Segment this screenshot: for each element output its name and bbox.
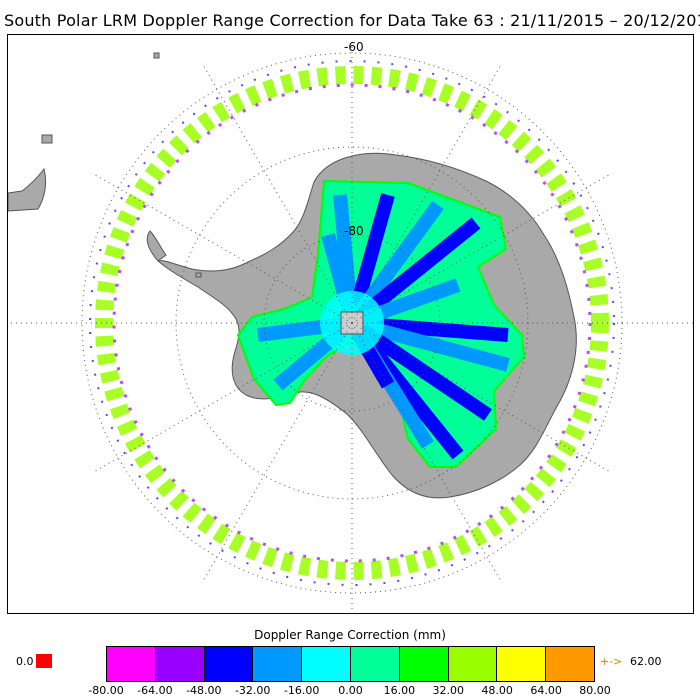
legend-tick-label: -32.00 — [234, 684, 271, 697]
south-georgia-island — [153, 52, 160, 59]
legend-color-4 — [253, 647, 303, 681]
meridian-150 — [351, 322, 503, 584]
above-range-arrow: +-> — [600, 655, 623, 668]
legend-color-1 — [107, 647, 156, 681]
map-title: South Polar LRM Doppler Range Correction… — [4, 11, 700, 30]
legend-tick-label: -64.00 — [137, 684, 173, 697]
graticule — [8, 43, 693, 613]
map-panel: -60 -80 — [7, 34, 694, 614]
meridian-300 — [91, 172, 353, 324]
legend-color-8 — [448, 647, 498, 681]
ocean-track-ring — [89, 60, 615, 586]
legend-tick-label: 0.00 — [338, 684, 363, 697]
legend-tick-label: 16.00 — [383, 684, 416, 697]
south-america-tip — [8, 167, 47, 212]
legend-color-3 — [204, 647, 254, 681]
ocean-track-inner — [112, 83, 592, 563]
meridian-60 — [351, 172, 613, 324]
below-range-label: 0.0 — [16, 655, 34, 668]
ocean-track-outer — [89, 60, 615, 586]
latitude-circle-80 — [263, 234, 441, 412]
above-range-label: 62.00 — [630, 655, 662, 668]
antarctic-peninsula — [146, 230, 167, 262]
legend-title: Doppler Range Correction (mm) — [254, 628, 446, 642]
polar-map: -60 -80 — [8, 40, 693, 613]
legend-tick-label: 64.00 — [530, 684, 562, 697]
below-range-swatch — [36, 654, 52, 668]
meridian-120 — [351, 322, 613, 474]
legend-tick-label: -16.00 — [283, 684, 320, 697]
legend-tick-label: -48.00 — [186, 684, 222, 697]
legend-color-5 — [302, 647, 351, 681]
meridian-30 — [351, 62, 503, 324]
meridian-330 — [201, 62, 353, 324]
latitude-label-60: -60 — [344, 40, 364, 54]
legend-color-6 — [350, 647, 400, 681]
small-island — [195, 272, 202, 278]
legend-tick-label: -80.00 — [88, 684, 124, 697]
legend-color-2 — [155, 647, 205, 681]
legend-color-9 — [497, 647, 547, 681]
legend-tick-label: 80.00 — [579, 684, 611, 697]
legend-tick-label: 32.00 — [432, 684, 465, 697]
color-scale-ticks: -80.00 -64.00 -48.00 -32.00 -16.00 0.00 16.00 3… — [0, 684, 700, 700]
falkland-islands — [41, 134, 53, 144]
color-scale-bar — [106, 646, 595, 682]
legend-color-7 — [399, 647, 449, 681]
legend-color-10 — [546, 647, 594, 681]
legend-tick-label: 48.00 — [481, 684, 513, 697]
meridian-210 — [201, 322, 353, 584]
ocean-track-band — [95, 66, 609, 580]
latitude-label-80: -80 — [344, 224, 364, 238]
meridian-240 — [91, 322, 353, 474]
